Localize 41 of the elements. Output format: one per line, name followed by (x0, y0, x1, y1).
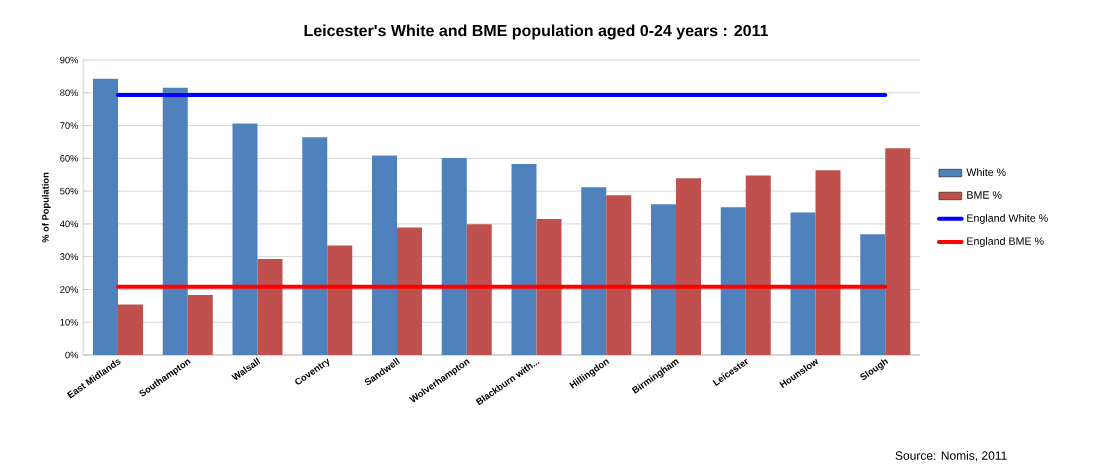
bar (232, 123, 258, 355)
bar (815, 170, 841, 355)
source-note: Source: Nomis, 2011 (895, 451, 1007, 462)
y-tick-label: 20% (60, 286, 79, 293)
bar (441, 158, 467, 355)
bar (257, 258, 283, 355)
bar (302, 137, 328, 355)
bar (676, 178, 702, 355)
bar (118, 304, 144, 355)
bar (187, 295, 213, 355)
y-tick-label: 0% (65, 351, 79, 359)
bar (397, 227, 423, 355)
bar (466, 224, 492, 355)
bar (651, 204, 677, 355)
chart-title: Leicester's White and BME population aged 0-24 years : 2011 (304, 24, 769, 40)
y-tick-label: 80% (60, 89, 79, 97)
bar (606, 195, 632, 355)
bar (93, 78, 119, 355)
legend-label: White % (966, 168, 1006, 177)
legend-label: England White % (967, 213, 1048, 224)
bar (720, 207, 746, 355)
y-tick-label: 50% (60, 187, 79, 195)
bar (745, 175, 771, 355)
bar (511, 163, 537, 355)
y-tick-label: 10% (60, 318, 79, 326)
y-tick-label: 30% (60, 253, 79, 260)
bar (536, 218, 562, 355)
bar (327, 245, 353, 355)
y-tick-label: 90% (60, 56, 79, 64)
y-axis-title: % of Population (41, 172, 51, 243)
bar (372, 155, 398, 355)
bar (885, 148, 911, 355)
y-tick-label: 40% (59, 220, 79, 228)
y-tick-label: 70% (60, 122, 79, 129)
bar (860, 234, 886, 355)
legend-label: England BME % (967, 237, 1044, 248)
bar (581, 187, 607, 355)
y-tick-label: 60% (60, 155, 79, 162)
bar (162, 87, 188, 355)
bar (790, 212, 816, 355)
legend-label: BME % (967, 191, 1002, 199)
